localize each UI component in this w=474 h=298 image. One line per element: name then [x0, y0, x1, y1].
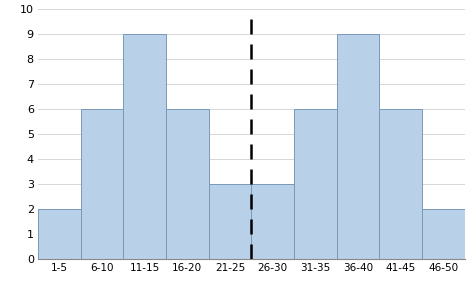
Bar	[209, 184, 251, 259]
Bar	[123, 34, 166, 259]
Bar	[251, 184, 294, 259]
Bar	[294, 109, 337, 259]
Bar	[166, 109, 209, 259]
Bar	[337, 34, 379, 259]
Bar	[379, 109, 422, 259]
Bar	[38, 209, 81, 259]
Bar	[81, 109, 123, 259]
Bar	[422, 209, 465, 259]
